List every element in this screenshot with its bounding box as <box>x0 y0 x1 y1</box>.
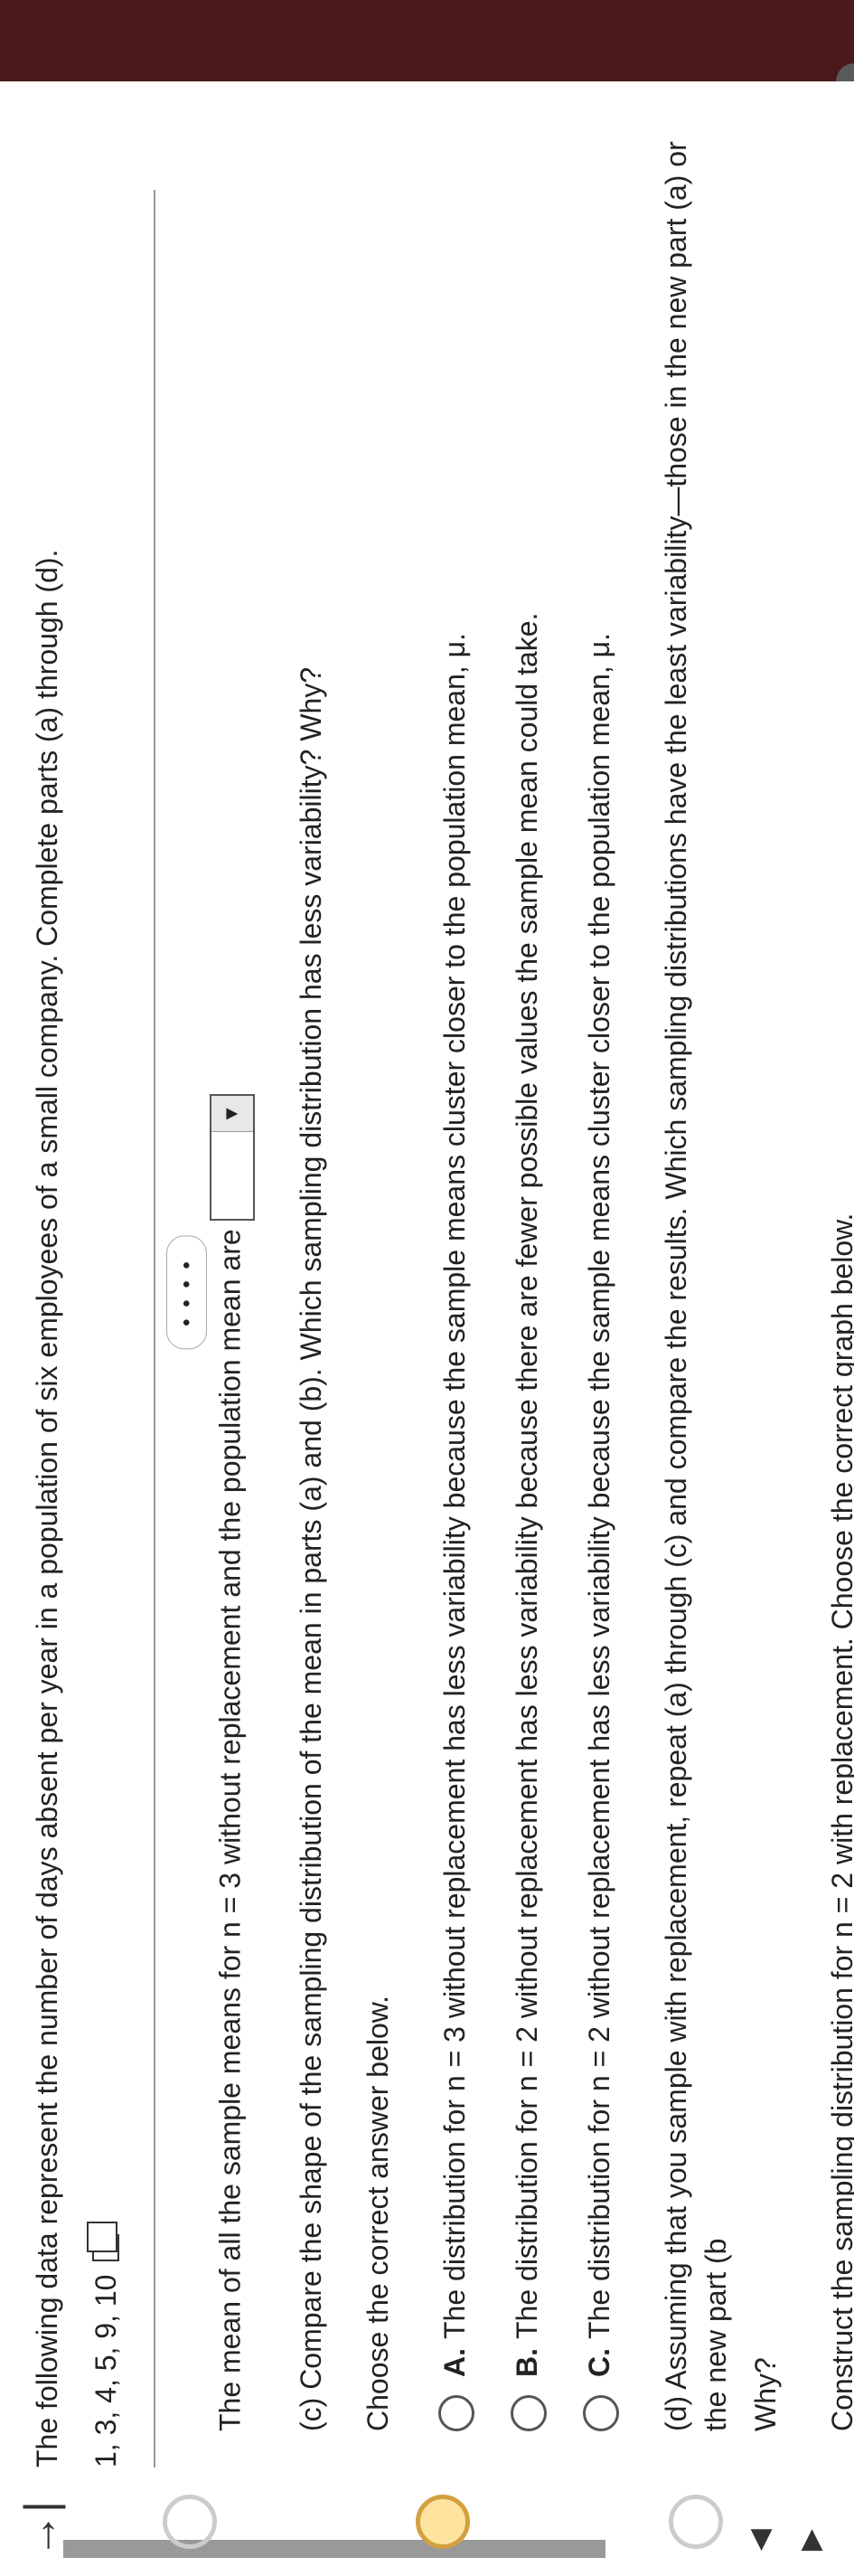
data-values: 1, 3, 4, 5, 9, 10 <box>86 2275 127 2467</box>
option-a-label: A. <box>438 2348 471 2377</box>
header-bar: Subm <box>0 0 854 81</box>
chevron-down-icon[interactable]: ▼ <box>211 1096 253 1132</box>
mean-text: The mean of all the sample means for n =… <box>213 1229 246 2431</box>
question-intro: The following data represent the number … <box>27 118 68 2467</box>
copy-icon[interactable] <box>92 2234 119 2261</box>
radio-b[interactable] <box>511 2395 547 2431</box>
divider-pill[interactable]: • • • • <box>166 1235 208 1350</box>
scroll-left-icon[interactable]: ◄ <box>735 2522 785 2558</box>
why-text: Why? <box>746 118 786 2431</box>
divider <box>154 190 155 2467</box>
step-circle-2[interactable] <box>416 2495 470 2549</box>
radio-c[interactable] <box>583 2395 619 2431</box>
part-d-section: (d) Assuming that you sample with replac… <box>656 118 786 2431</box>
option-a-row[interactable]: A. The distribution for n = 3 without rep… <box>435 118 475 2431</box>
part-d-label: (d) Assuming that you sample with replac… <box>656 118 737 2431</box>
choose-text: Choose the correct answer below. <box>358 118 399 2431</box>
option-c-row[interactable]: C. The distribution for n = 2 without rep… <box>579 118 620 2431</box>
mean-dropdown[interactable]: ▼ <box>210 1094 255 1221</box>
option-a-text: The distribution for n = 3 without repla… <box>438 633 471 2339</box>
mean-section: The mean of all the sample means for n =… <box>210 118 255 2431</box>
part-c-label: (c) Compare the shape of the sampling di… <box>291 118 332 2431</box>
scroll-arrows[interactable]: ◄ ► <box>735 2522 836 2558</box>
scroll-right-icon[interactable]: ► <box>785 2522 836 2558</box>
step-circle-1[interactable] <box>163 2495 217 2549</box>
option-b-text: The distribution for n = 2 without repla… <box>511 613 543 2339</box>
step-circle-3[interactable] <box>669 2495 723 2549</box>
part-c-section: (c) Compare the shape of the sampling di… <box>291 118 399 2431</box>
data-values-row: 1, 3, 4, 5, 9, 10 <box>86 118 127 2467</box>
question-content: →| The following data represent the numb… <box>0 81 854 2576</box>
construct-text: Construct the sampling distribution for … <box>822 118 854 2431</box>
construct-section: Construct the sampling distribution for … <box>822 118 854 2431</box>
option-c-text: The distribution for n = 2 without repla… <box>583 633 615 2339</box>
radio-a[interactable] <box>438 2395 474 2431</box>
option-b-label: B. <box>511 2348 543 2377</box>
option-b-row[interactable]: B. The distribution for n = 2 without rep… <box>507 118 548 2431</box>
option-c-label: C. <box>583 2348 615 2377</box>
